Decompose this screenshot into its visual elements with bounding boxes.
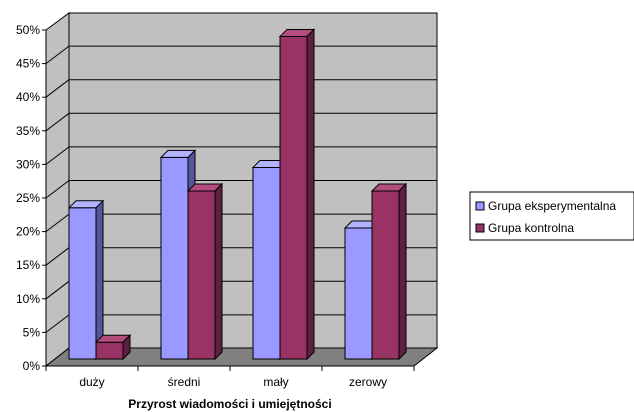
gridline-side bbox=[45, 314, 70, 333]
x-category-label: zerowy bbox=[349, 375, 387, 389]
y-axis-tick-labels: 0% 5% 10% 15% 20% 25% 30% 35% 40% 45% 50% bbox=[16, 23, 40, 373]
legend-label-experimental: Grupa eksperymentalna bbox=[488, 199, 616, 213]
y-tick-label: 25% bbox=[16, 191, 40, 205]
gridline-side bbox=[45, 45, 70, 64]
bar-duży-experimental bbox=[67, 199, 105, 361]
bar-front bbox=[95, 341, 124, 360]
gridline-side bbox=[45, 213, 70, 232]
y-tick-label: 15% bbox=[16, 258, 40, 272]
bars bbox=[67, 28, 408, 361]
gridline-side bbox=[45, 146, 70, 165]
x-axis-ticks bbox=[45, 366, 415, 371]
bar-mały-control bbox=[278, 28, 316, 361]
legend-box bbox=[469, 191, 634, 241]
bar-front bbox=[160, 156, 189, 360]
y-tick-label: 50% bbox=[16, 23, 40, 37]
bar-side bbox=[306, 28, 315, 361]
gridline-side bbox=[45, 280, 70, 300]
gridline-side bbox=[45, 180, 70, 199]
y-tick-label: 5% bbox=[23, 325, 41, 339]
x-axis-title: Przyrost wiadomości i umiejętności bbox=[128, 397, 331, 411]
x-category-label: średni bbox=[168, 375, 201, 389]
legend-label-control: Grupa kontrolna bbox=[488, 221, 574, 235]
x-axis-category-labels: duży średni mały zerowy bbox=[79, 375, 387, 389]
bar-side bbox=[398, 182, 407, 361]
gridline-side bbox=[45, 79, 70, 98]
x-category-label: mały bbox=[263, 375, 288, 389]
y-tick-label: 35% bbox=[16, 124, 40, 138]
y-tick-label: 45% bbox=[16, 57, 40, 71]
legend-swatch-control bbox=[475, 223, 485, 233]
gridline-side bbox=[45, 112, 70, 132]
bar-side bbox=[122, 333, 131, 361]
y-tick-label: 20% bbox=[16, 225, 40, 239]
bar-front bbox=[344, 227, 373, 360]
bar-front bbox=[187, 190, 216, 360]
bar-front bbox=[68, 207, 97, 360]
bar-front bbox=[371, 190, 400, 360]
bar-side bbox=[95, 199, 104, 361]
bar-średni-control bbox=[186, 182, 224, 361]
y-tick-label: 30% bbox=[16, 157, 40, 171]
legend-swatch-experimental bbox=[475, 201, 485, 211]
bar-front bbox=[279, 35, 308, 360]
bar-zerowy-control bbox=[370, 182, 408, 361]
y-tick-label: 40% bbox=[16, 90, 40, 104]
y-tick-label: 10% bbox=[16, 292, 40, 306]
y-tick-label: 0% bbox=[23, 359, 41, 373]
bar-duży-control bbox=[94, 333, 132, 361]
bar-side bbox=[214, 182, 223, 361]
x-category-label: duży bbox=[79, 375, 104, 389]
bar-front bbox=[252, 166, 281, 360]
gridline-side bbox=[45, 247, 70, 266]
legend: Grupa eksperymentalna Grupa kontrolna bbox=[469, 191, 634, 241]
